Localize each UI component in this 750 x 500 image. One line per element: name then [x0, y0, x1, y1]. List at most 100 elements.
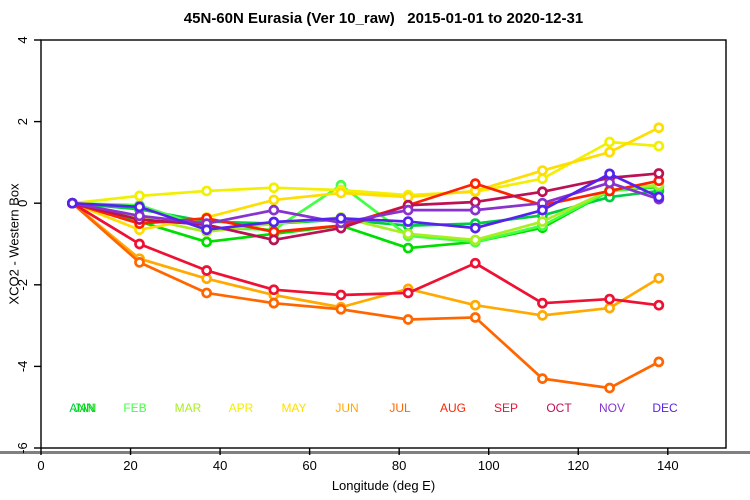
data-point-APR — [201, 185, 213, 197]
data-point-APR — [653, 140, 665, 152]
y-axis-ticks: -6 -4 -2 0 2 4 — [15, 36, 41, 454]
x-axis-label: Longitude (deg E) — [331, 478, 436, 493]
data-point-DEC — [335, 212, 347, 224]
data-point-OCT — [537, 186, 548, 198]
data-point-DEC — [201, 224, 213, 236]
data-point-DEC — [134, 201, 145, 213]
data-point-NOV — [134, 210, 145, 222]
data-point-JUL — [604, 382, 615, 394]
legend-label-OCT: OCT — [546, 401, 572, 415]
plot-box — [40, 39, 727, 449]
data-point-JUL — [653, 356, 665, 368]
data-point-NOV — [469, 204, 481, 216]
data-point-DEC — [653, 191, 665, 203]
x-tick-label: 120 — [567, 458, 589, 473]
data-point-MAY — [653, 122, 665, 134]
data-point-MAR — [469, 234, 481, 246]
y-tick-label: 4 — [15, 36, 30, 43]
x-tick-label: 60 — [302, 458, 316, 473]
x-tick-label: 100 — [478, 458, 500, 473]
data-point-MAY — [268, 194, 280, 206]
x-tick-label: 20 — [123, 458, 137, 473]
data-point-SEP — [268, 284, 280, 296]
legend-label-JUN: JUN — [335, 401, 358, 415]
data-point-SEP — [604, 293, 615, 305]
chart-title: 45N-60N Eurasia (Ver 10_raw) 2015-01-01 … — [183, 10, 584, 27]
series-JUL — [66, 197, 665, 394]
legend-label-JAN: JAN — [74, 401, 97, 415]
data-point-NOV — [268, 204, 280, 216]
data-point-APR — [604, 136, 615, 148]
legend-label-ANN: ANN — [69, 401, 94, 415]
series-line-DEC — [70, 172, 661, 232]
data-point-OCT — [653, 168, 665, 179]
data-point-DEC — [604, 168, 615, 180]
legend-label-APR: APR — [229, 401, 254, 415]
data-point-OCT — [268, 234, 280, 246]
series-line-FEB — [70, 183, 661, 244]
legend-label-NOV: NOV — [599, 401, 625, 415]
data-point-MAY — [537, 165, 548, 176]
y-tick-label: -4 — [15, 361, 30, 373]
data-point-AUG — [604, 185, 615, 197]
legend-label-FEB: FEB — [123, 401, 146, 415]
data-point-JUL — [134, 257, 145, 268]
data-point-AUG — [268, 226, 280, 238]
data-point-MAY — [402, 191, 414, 203]
data-point-JUL — [201, 287, 213, 299]
data-point-SEP — [201, 265, 213, 276]
legend-label-MAR: MAR — [175, 401, 202, 415]
y-tick-label: -6 — [15, 442, 30, 454]
data-point-SEP — [469, 257, 481, 269]
data-point-APR — [268, 182, 280, 194]
series-APR — [66, 136, 665, 209]
data-point-JUN — [653, 272, 665, 284]
data-point-DEC — [66, 197, 78, 209]
data-point-APR — [134, 190, 145, 202]
data-point-SEP — [537, 297, 548, 309]
data-point-JUL — [537, 373, 548, 384]
series-DEC — [66, 168, 665, 236]
data-point-MAY — [604, 146, 615, 158]
series-line-JUN — [70, 201, 661, 317]
data-point-JUL — [268, 297, 280, 309]
data-point-MAR — [537, 216, 548, 227]
data-point-AUG — [469, 178, 481, 189]
series-line-JUL — [70, 201, 661, 390]
data-point-OCT — [469, 196, 481, 208]
data-point-JUN — [604, 302, 615, 314]
data-point-JAN — [201, 236, 213, 248]
data-point-MAR — [402, 228, 414, 240]
legend-label-JUL: JUL — [389, 401, 411, 415]
data-point-JUL — [335, 303, 347, 315]
x-tick-label: 0 — [37, 458, 44, 473]
data-point-JUN — [201, 273, 213, 285]
data-point-JUL — [469, 312, 481, 323]
data-point-SEP — [653, 299, 665, 311]
data-point-NOV — [402, 204, 414, 216]
data-point-SEP — [402, 287, 414, 299]
data-point-JAN — [402, 242, 414, 254]
data-point-DEC — [268, 216, 280, 228]
x-tick-label: 140 — [657, 458, 679, 473]
data-point-SEP — [335, 289, 347, 301]
x-axis-ticks: 0 20 40 60 80 100 120 140 — [37, 448, 679, 473]
y-tick-label: 2 — [15, 118, 30, 125]
x-tick-label: 80 — [392, 458, 406, 473]
legend-label-MAY: MAY — [281, 401, 306, 415]
y-tick-label: -2 — [15, 279, 30, 291]
data-point-DEC — [402, 216, 414, 227]
legend-label-DEC: DEC — [652, 401, 678, 415]
data-point-JUN — [537, 310, 548, 321]
y-tick-label: 0 — [15, 200, 30, 207]
series-line-MAY — [70, 126, 661, 232]
data-point-NOV — [604, 177, 615, 189]
legend-label-AUG: AUG — [440, 401, 466, 415]
series-SEP — [66, 197, 665, 311]
data-point-SEP — [134, 238, 145, 250]
data-point-JUL — [402, 314, 414, 325]
legend-label-SEP: SEP — [494, 401, 518, 415]
